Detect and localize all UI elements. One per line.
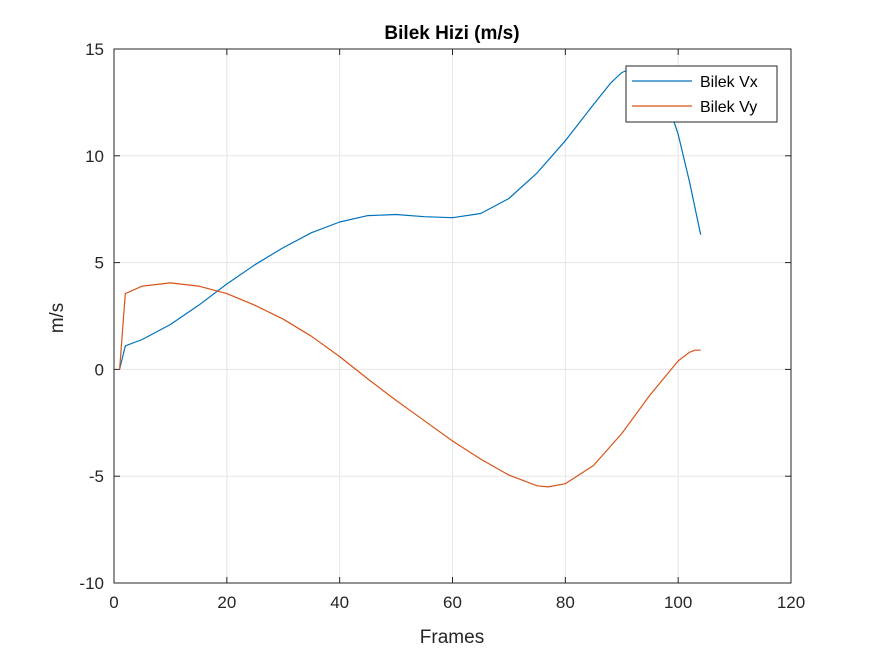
y-tick-label: 15 [85, 40, 104, 59]
y-tick-label: -10 [79, 574, 104, 593]
chart-title: Bilek Hizi (m/s) [384, 23, 519, 44]
series-line-bilek-vy [119, 282, 701, 488]
legend: Bilek Vx Bilek Vy [625, 65, 778, 123]
x-tick-label: 0 [109, 593, 118, 612]
legend-box [625, 65, 778, 123]
x-tick-label: 20 [217, 593, 236, 612]
x-tick-label: 120 [777, 593, 805, 612]
y-tick-label: 10 [85, 147, 104, 166]
legend-label-bilek-vx: Bilek Vx [700, 74, 758, 91]
y-tick-label: -5 [89, 467, 104, 486]
x-tick-label: 80 [556, 593, 575, 612]
x-tick-label: 40 [330, 593, 349, 612]
x-axis-label: Frames [420, 627, 484, 648]
legend-label-bilek-vy: Bilek Vy [700, 99, 757, 116]
x-tick-label: 100 [664, 593, 692, 612]
y-axis-label: m/s [47, 303, 68, 334]
x-tick-label: 60 [443, 593, 462, 612]
y-tick-label: 0 [95, 360, 104, 379]
y-tick-label: 5 [95, 254, 104, 273]
axis-ticks: 0 20 40 60 80 100 120 -10 -5 0 5 10 15 [79, 40, 805, 612]
